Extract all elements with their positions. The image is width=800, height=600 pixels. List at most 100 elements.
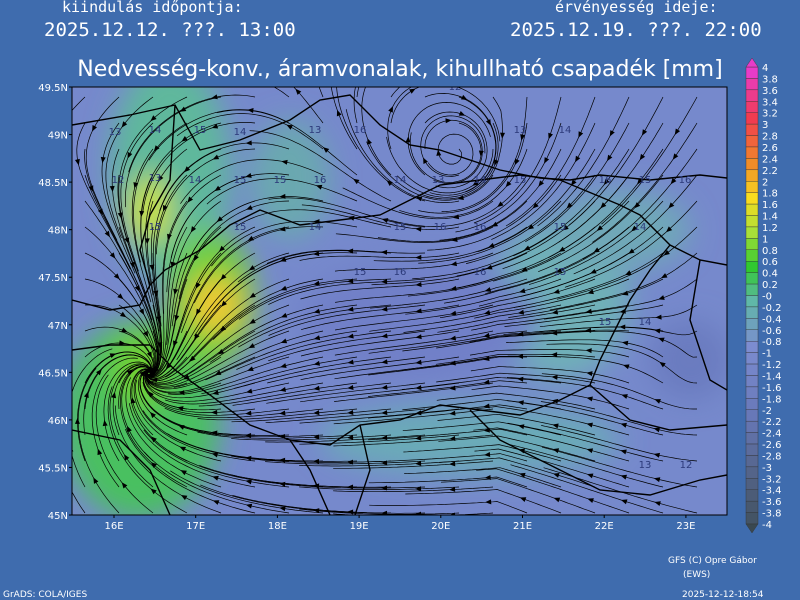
streamline-arrow <box>655 314 662 320</box>
streamline-arrow <box>585 348 592 354</box>
streamline-arrow <box>415 460 422 466</box>
streamline-arrow <box>150 115 157 122</box>
streamline-arrow <box>457 195 464 201</box>
streamline-arrow <box>409 88 416 94</box>
streamline-arrow <box>415 359 422 365</box>
streamline <box>232 382 392 406</box>
colorbar-swatch <box>745 352 759 365</box>
colorbar-swatch <box>745 386 759 399</box>
valid-label: érvényesség ideje: <box>555 0 718 16</box>
streamline <box>424 111 488 189</box>
streamline-arrow <box>347 434 354 440</box>
streamline <box>148 226 188 377</box>
colorbar-swatch <box>745 249 759 262</box>
streamline <box>268 304 426 336</box>
streamline <box>437 413 596 436</box>
streamline-arrow <box>367 138 372 145</box>
streamline-arrow <box>336 109 342 117</box>
streamline-arrow <box>279 226 286 232</box>
colorbar-swatch <box>745 329 759 342</box>
streamline-arrow <box>180 494 188 501</box>
streamline <box>435 353 596 365</box>
streamline <box>178 200 290 299</box>
streamline-arrow <box>249 318 256 324</box>
streamline-arrow <box>449 486 456 492</box>
contour-label: 14 <box>309 222 322 233</box>
contour-label: 14 <box>394 175 407 186</box>
streamline-arrow <box>245 173 252 178</box>
streamline-arrow <box>517 376 524 382</box>
streamline <box>265 460 426 465</box>
streamline <box>390 87 401 98</box>
streamline-arrow <box>347 459 354 465</box>
colorbar-label: -0.6 <box>762 326 782 337</box>
colorbar-label: 4 <box>762 63 768 74</box>
streamline <box>146 200 162 360</box>
streamline-arrow <box>165 363 172 370</box>
streamline <box>412 226 562 280</box>
streamline-arrow <box>151 377 158 383</box>
streamline <box>456 200 596 277</box>
streamline-arrow <box>124 237 130 244</box>
lon-label: 19E <box>350 521 369 532</box>
streamline-arrow <box>600 202 607 209</box>
streamline-arrow <box>620 449 627 455</box>
streamline-arrow <box>212 390 219 396</box>
streamline <box>335 226 494 243</box>
streamline <box>335 278 494 303</box>
streamline <box>165 278 290 378</box>
streamline <box>439 148 562 241</box>
colorbar-label: -3 <box>762 463 772 474</box>
streamline <box>439 457 596 488</box>
streamline <box>422 96 503 200</box>
streamline <box>249 130 392 202</box>
colorbar-label: -3.2 <box>762 474 782 485</box>
init-label: kiindulás időpontja: <box>62 0 243 16</box>
colorbar-swatch <box>745 272 759 285</box>
streamline <box>408 252 562 297</box>
streamline-arrow <box>552 423 559 429</box>
streamline <box>188 196 324 260</box>
streamline-arrow <box>347 359 354 365</box>
streamline <box>144 374 290 402</box>
colorbar-label: 2.4 <box>762 154 778 165</box>
streamline-arrow <box>249 292 256 299</box>
streamline <box>268 278 426 305</box>
streamline <box>148 109 290 161</box>
streamline <box>541 373 697 410</box>
streamline <box>471 385 630 410</box>
streamline-arrow <box>631 225 638 232</box>
streamline-arrow <box>280 312 288 318</box>
streamline-arrow <box>313 410 320 416</box>
streamline <box>469 329 630 343</box>
streamline-arrow <box>500 132 506 139</box>
streamline <box>436 372 596 384</box>
streamline <box>101 122 136 274</box>
streamline-arrow <box>218 245 226 252</box>
contour-label: 12 <box>112 175 125 186</box>
streamline <box>266 249 426 264</box>
streamline-arrow <box>484 474 491 480</box>
lat-label: 47.5N <box>38 273 68 284</box>
streamline-arrow <box>157 342 163 349</box>
streamline <box>371 252 528 286</box>
colorbar-label: -0.8 <box>762 337 782 348</box>
streamline-arrow <box>674 128 681 135</box>
streamline <box>473 96 562 224</box>
colorbar-label: -3.4 <box>762 486 782 497</box>
streamline <box>469 349 630 358</box>
streamline <box>472 406 630 436</box>
streamline <box>231 408 392 423</box>
streamline-arrow <box>174 315 180 322</box>
streamline-arrow <box>587 498 594 503</box>
streamline-arrow <box>451 237 458 242</box>
streamline-arrow <box>280 285 288 291</box>
streamline-arrow <box>575 155 581 163</box>
streamline-arrow <box>620 422 627 428</box>
streamline-arrow <box>187 196 194 203</box>
streamline <box>471 304 630 331</box>
contour-label: 13 <box>109 127 122 138</box>
colorbar-swatch <box>745 443 759 456</box>
streamline-arrow <box>452 214 460 220</box>
streamline-arrow <box>517 309 525 315</box>
